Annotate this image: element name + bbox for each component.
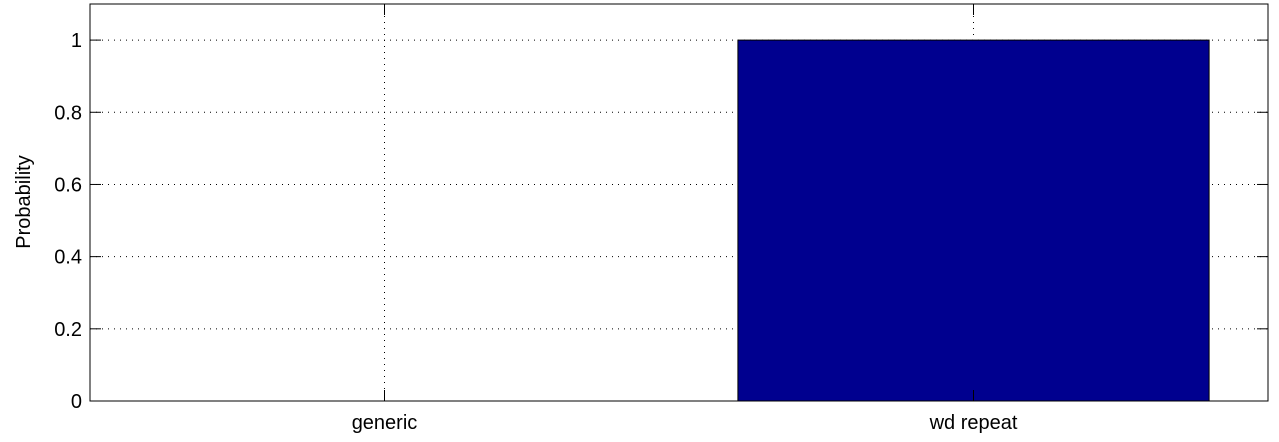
- y-tick-label: 0.2: [54, 319, 82, 341]
- y-tick-label: 0.4: [54, 247, 82, 269]
- plot-frame: [89, 3, 1269, 402]
- y-tick-label: 0: [71, 391, 82, 413]
- tick-labels: 0 0.2 0.4 0.6 0.8 1 generic wd repeat: [54, 30, 1018, 434]
- x-tick-label: generic: [352, 412, 418, 434]
- y-tick-label: 1: [71, 30, 82, 52]
- bars: [737, 39, 1210, 402]
- axis-ticks: [90, 4, 1268, 402]
- y-tick-label: 0.6: [54, 174, 82, 196]
- y-axis-label: Probability: [13, 155, 35, 248]
- y-tick-label: 0.8: [54, 102, 82, 124]
- x-tick-label: wd repeat: [929, 412, 1018, 434]
- bar-wd-repeat: [737, 39, 1210, 402]
